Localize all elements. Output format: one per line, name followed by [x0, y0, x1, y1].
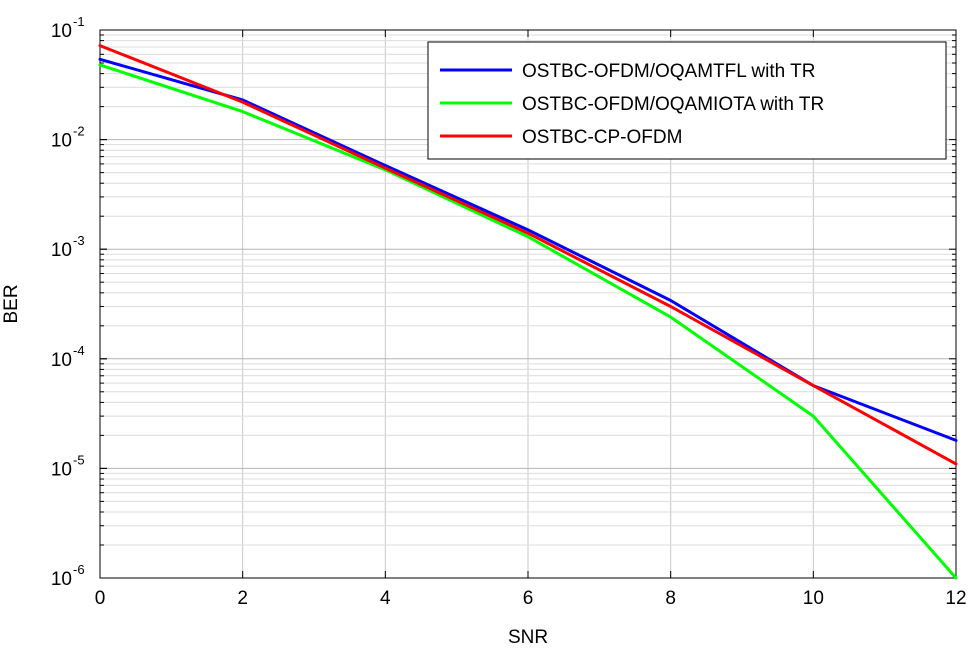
y-tick-label-base: 10	[51, 21, 72, 42]
y-tick-label-exponent: -6	[73, 562, 85, 577]
series-line	[98, 44, 958, 466]
x-tick-label: 8	[665, 588, 676, 609]
y-tick-label-exponent: -5	[73, 452, 85, 467]
x-tick-label: 10	[803, 588, 824, 609]
y-tick-label-exponent: -4	[73, 343, 85, 358]
series-lines	[98, 44, 958, 580]
y-tick-label-base: 10	[51, 240, 72, 261]
x-tick-label: 4	[380, 588, 391, 609]
y-tick-label-base: 10	[51, 350, 72, 371]
y-tick-label-exponent: -3	[73, 233, 85, 248]
x-tick-label: 2	[237, 588, 248, 609]
legend-label: OSTBC-OFDM/OQAMTFL with TR	[522, 61, 815, 82]
x-tick-label: 12	[945, 588, 966, 609]
x-tick-label: 6	[523, 588, 534, 609]
y-tick-label-base: 10	[51, 569, 72, 590]
y-tick-label-exponent: -2	[73, 124, 85, 139]
x-tick-label: 0	[95, 588, 106, 609]
y-tick-label-base: 10	[51, 131, 72, 152]
y-tick-label-base: 10	[51, 459, 72, 480]
y-tick-label-exponent: -1	[73, 14, 85, 29]
series-line	[98, 63, 958, 580]
legend: OSTBC-OFDM/OQAMTFL with TR OSTBC-OFDM/OQA…	[427, 41, 947, 160]
x-axis-label: SNR	[508, 627, 548, 648]
legend-box	[427, 41, 947, 160]
y-axis-label: BER	[1, 284, 22, 323]
legend-label: OSTBC-CP-OFDM	[522, 127, 682, 148]
legend-label: OSTBC-OFDM/OQAMIOTA with TR	[522, 94, 824, 115]
